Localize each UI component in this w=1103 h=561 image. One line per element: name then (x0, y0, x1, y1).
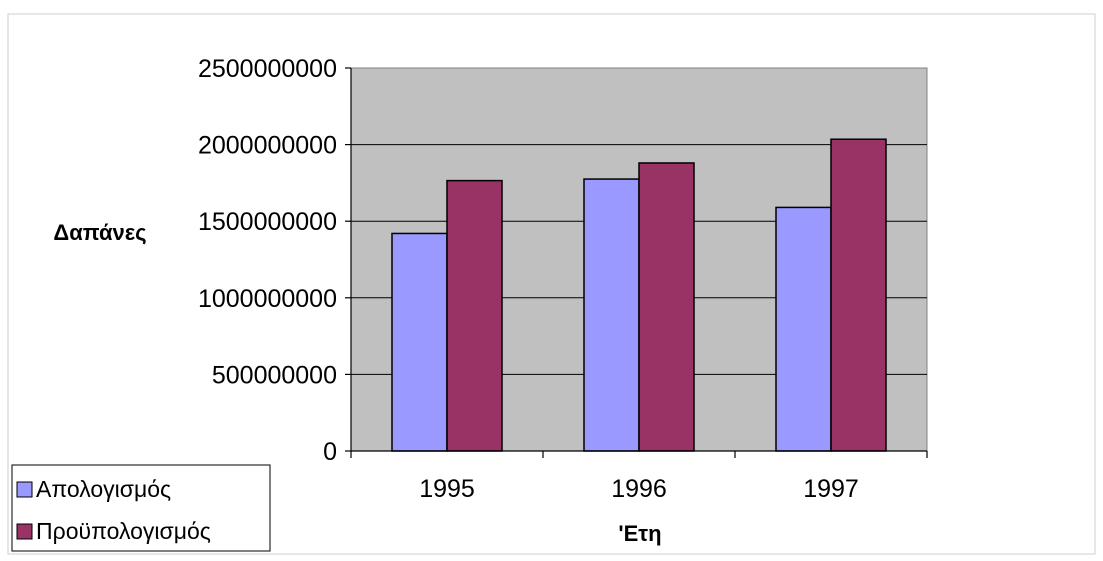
bar-1997-series-0 (775, 206, 832, 452)
y-tick-label-2: 1000000000 (198, 285, 337, 313)
y-tick-label-3: 1500000000 (198, 208, 337, 236)
y-tick-label-5: 2500000000 (198, 55, 337, 83)
bar-1995-series-1 (446, 179, 503, 452)
legend-swatch-apologismos (16, 481, 33, 498)
bar-1996-series-0 (583, 178, 640, 452)
x-axis-title: 'Ετη (618, 521, 661, 546)
x-tick-label-1995: 1995 (419, 475, 475, 503)
bars-group (391, 138, 887, 452)
legend-label-proypologismos: Προϋπολογισμός (36, 518, 211, 544)
y-tick-label-4: 2000000000 (198, 132, 337, 160)
y-tick-label-1: 500000000 (212, 361, 337, 389)
x-tick-label-1997: 1997 (803, 475, 859, 503)
x-tick-label-1996: 1996 (611, 475, 667, 503)
legend-box (11, 464, 271, 552)
x-axis-ticks: 1995 1996 1997 (350, 451, 928, 503)
bar-1996-series-1 (638, 162, 695, 452)
y-tick-label-0: 0 (323, 438, 337, 466)
legend-label-apologismos: Απολογισμός (36, 476, 171, 502)
y-axis-ticks: 0 500000000 1000000000 1500000000 2000000000… (198, 55, 351, 466)
legend: Απολογισμός Προϋπολογισμός (11, 464, 271, 552)
y-axis-title: Δαπάνες (53, 220, 146, 245)
bar-1997-series-1 (830, 138, 887, 452)
bar-1995-series-0 (391, 232, 448, 452)
legend-swatch-proypologismos (16, 523, 33, 540)
